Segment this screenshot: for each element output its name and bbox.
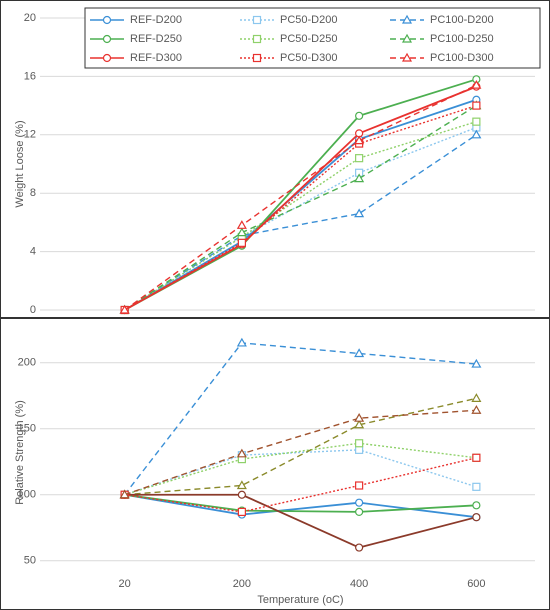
series-line — [124, 105, 477, 311]
marker — [355, 111, 364, 120]
series-line — [124, 493, 477, 549]
legend-label: REF-D200 — [130, 14, 182, 26]
legend-label: PC50-D300 — [280, 52, 337, 64]
series-line — [124, 493, 477, 519]
y-tick-label: 200 — [18, 357, 36, 369]
marker — [354, 135, 365, 145]
marker — [354, 208, 365, 218]
marker — [472, 101, 481, 110]
marker — [401, 33, 413, 43]
marker — [236, 220, 247, 229]
legend-box — [84, 7, 541, 69]
marker — [472, 513, 481, 522]
marker — [471, 358, 482, 368]
y-tick-label: 8 — [30, 187, 36, 199]
marker — [401, 52, 413, 62]
marker — [401, 14, 413, 24]
marker — [354, 173, 365, 183]
marker — [252, 34, 262, 44]
marker — [471, 129, 482, 139]
marker — [355, 498, 364, 507]
x-axis-title: Temperature (oC) — [257, 594, 343, 606]
bottom-panel — [0, 318, 550, 610]
y-tick-label: 20 — [24, 12, 36, 24]
marker — [102, 53, 112, 63]
y-tick-label: 50 — [24, 555, 36, 567]
legend-label: PC50-D200 — [280, 14, 337, 26]
series-line — [124, 397, 477, 496]
y-tick-label: 0 — [30, 304, 36, 316]
series-line — [124, 98, 477, 311]
series-line — [124, 120, 477, 311]
marker — [355, 154, 364, 163]
marker — [355, 439, 364, 448]
legend-label: PC100-D200 — [430, 14, 494, 26]
marker — [236, 337, 247, 347]
marker — [237, 490, 246, 499]
y-axis-title: Relative Strength (%) — [14, 400, 26, 505]
x-tick-label: 600 — [467, 578, 485, 590]
marker — [354, 348, 365, 358]
marker — [355, 543, 364, 552]
legend-label: PC100-D300 — [430, 52, 494, 64]
marker — [237, 507, 246, 517]
y-tick-label: 12 — [24, 129, 36, 141]
marker — [472, 453, 481, 462]
series-line — [124, 342, 477, 496]
marker — [236, 480, 247, 490]
marker — [236, 448, 247, 458]
marker — [119, 304, 130, 314]
series-line — [124, 409, 477, 496]
marker — [237, 238, 246, 247]
legend-label: REF-D300 — [130, 52, 182, 64]
marker — [354, 419, 365, 429]
y-axis-title: Weight Loose (%) — [14, 120, 26, 207]
marker — [102, 15, 112, 25]
marker — [236, 227, 247, 237]
legend-label: REF-D250 — [130, 33, 182, 45]
marker — [355, 481, 364, 490]
y-tick-label: 150 — [18, 423, 36, 435]
marker — [471, 393, 482, 402]
x-tick-label: 200 — [233, 578, 251, 590]
marker — [102, 34, 112, 44]
marker — [354, 412, 365, 422]
marker — [355, 445, 364, 454]
y-tick-label: 4 — [30, 246, 36, 258]
marker — [355, 507, 364, 517]
x-tick-label: 400 — [350, 578, 368, 590]
series-line — [124, 85, 477, 311]
y-tick-label: 16 — [24, 70, 36, 82]
marker — [471, 405, 482, 414]
marker — [471, 79, 482, 89]
y-tick-label: 100 — [18, 489, 36, 501]
marker — [472, 501, 481, 510]
series-line — [124, 493, 477, 513]
legend-label: PC100-D250 — [430, 33, 494, 45]
marker — [252, 15, 262, 25]
marker — [472, 482, 481, 491]
legend-label: PC50-D250 — [280, 33, 337, 45]
x-tick-label: 20 — [119, 578, 131, 590]
series-line — [124, 442, 477, 496]
marker — [119, 489, 130, 499]
series-line — [124, 84, 477, 311]
marker — [252, 53, 262, 63]
marker — [472, 117, 481, 126]
